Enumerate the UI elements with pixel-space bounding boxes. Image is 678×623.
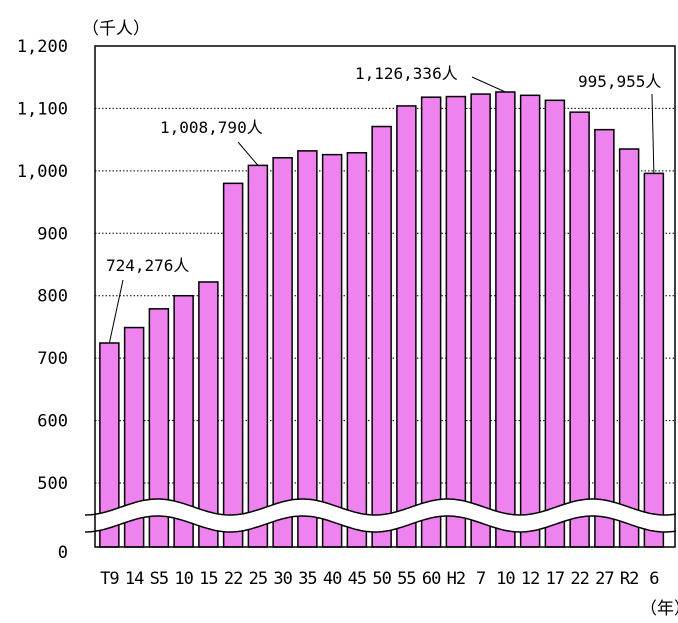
x-tick-label: S5 bbox=[150, 569, 168, 589]
y-tick-label: 0 bbox=[58, 543, 68, 563]
x-tick-label: 12 bbox=[521, 569, 539, 589]
x-tick-label: 10 bbox=[174, 569, 193, 589]
x-tick-label: 6 bbox=[649, 569, 659, 589]
x-tick-label: 45 bbox=[348, 569, 366, 589]
y-tick-label: 700 bbox=[37, 349, 68, 369]
bar bbox=[371, 125, 392, 548]
bar bbox=[222, 182, 244, 548]
axis-break-line-lower bbox=[84, 515, 677, 533]
y-axis-ticks: 1,200 1,100 1,000 900 800 700 600 500 0 bbox=[17, 37, 68, 563]
x-tick-label: 35 bbox=[298, 569, 316, 589]
bar bbox=[247, 164, 269, 548]
bar bbox=[544, 99, 566, 548]
annotation-label: 724,276人 bbox=[106, 256, 189, 275]
x-tick-label: 30 bbox=[273, 569, 292, 589]
x-tick-label: R2 bbox=[620, 569, 638, 589]
axis-break-band bbox=[85, 499, 678, 532]
x-tick-label: 25 bbox=[249, 569, 267, 589]
y-tick-label: 900 bbox=[37, 224, 68, 244]
x-axis-unit: （年） bbox=[640, 599, 678, 619]
y-tick-label: 500 bbox=[37, 474, 68, 494]
x-tick-label: 17 bbox=[546, 569, 564, 589]
bar bbox=[643, 172, 665, 548]
y-tick-label: 1,100 bbox=[17, 99, 68, 119]
y-tick-label: 800 bbox=[37, 287, 68, 307]
y-tick-label: 1,000 bbox=[17, 162, 68, 182]
x-tick-label: 15 bbox=[199, 569, 217, 589]
x-tick-label: 55 bbox=[397, 569, 415, 589]
bars bbox=[99, 91, 665, 548]
annotations: 724,276人 1,008,790人 1,126,336人 995,955人 bbox=[106, 64, 661, 344]
y-tick-label: 1,200 bbox=[17, 37, 68, 57]
axis-break bbox=[84, 498, 678, 533]
x-tick-label: 10 bbox=[496, 569, 515, 589]
x-tick-label: 60 bbox=[422, 569, 441, 589]
x-tick-label: 22 bbox=[224, 569, 242, 589]
bar bbox=[445, 95, 467, 548]
x-axis-categories: T9 14 S5 10 15 22 25 30 35 40 45 50 55 60 H2 7 10 12 17 22 2… bbox=[100, 569, 660, 589]
bar bbox=[618, 148, 640, 548]
annotation-label: 1,126,336人 bbox=[355, 64, 458, 83]
x-tick-label: 40 bbox=[323, 569, 342, 589]
annotation-label: 995,955人 bbox=[578, 72, 661, 91]
bar bbox=[272, 156, 293, 548]
x-tick-label: H2 bbox=[447, 569, 465, 589]
annotation-leader bbox=[471, 76, 506, 93]
x-tick-label: 22 bbox=[570, 569, 588, 589]
annotation-leader bbox=[108, 279, 124, 344]
y-tick-label: 600 bbox=[37, 412, 68, 432]
annotation-leader bbox=[237, 141, 259, 166]
bar bbox=[495, 91, 516, 548]
x-tick-label: 7 bbox=[476, 569, 485, 589]
x-tick-label: 14 bbox=[125, 569, 144, 589]
annotation-leader bbox=[651, 93, 655, 174]
x-tick-label: T9 bbox=[100, 569, 119, 589]
x-tick-label: 27 bbox=[595, 569, 613, 589]
bar bbox=[297, 150, 318, 548]
y-axis-unit: （千人） bbox=[82, 19, 150, 39]
plot-frame bbox=[94, 45, 676, 548]
bar bbox=[198, 281, 219, 548]
bar bbox=[519, 94, 541, 548]
annotation-label: 1,008,790人 bbox=[160, 118, 263, 137]
axis-break-line-upper bbox=[84, 498, 677, 516]
bar bbox=[396, 105, 417, 548]
bar bbox=[569, 111, 590, 548]
bar bbox=[321, 153, 343, 548]
bar bbox=[346, 152, 368, 548]
bar bbox=[470, 93, 491, 548]
bar bbox=[594, 128, 615, 548]
x-tick-label: 50 bbox=[372, 569, 391, 589]
bar bbox=[420, 96, 442, 548]
